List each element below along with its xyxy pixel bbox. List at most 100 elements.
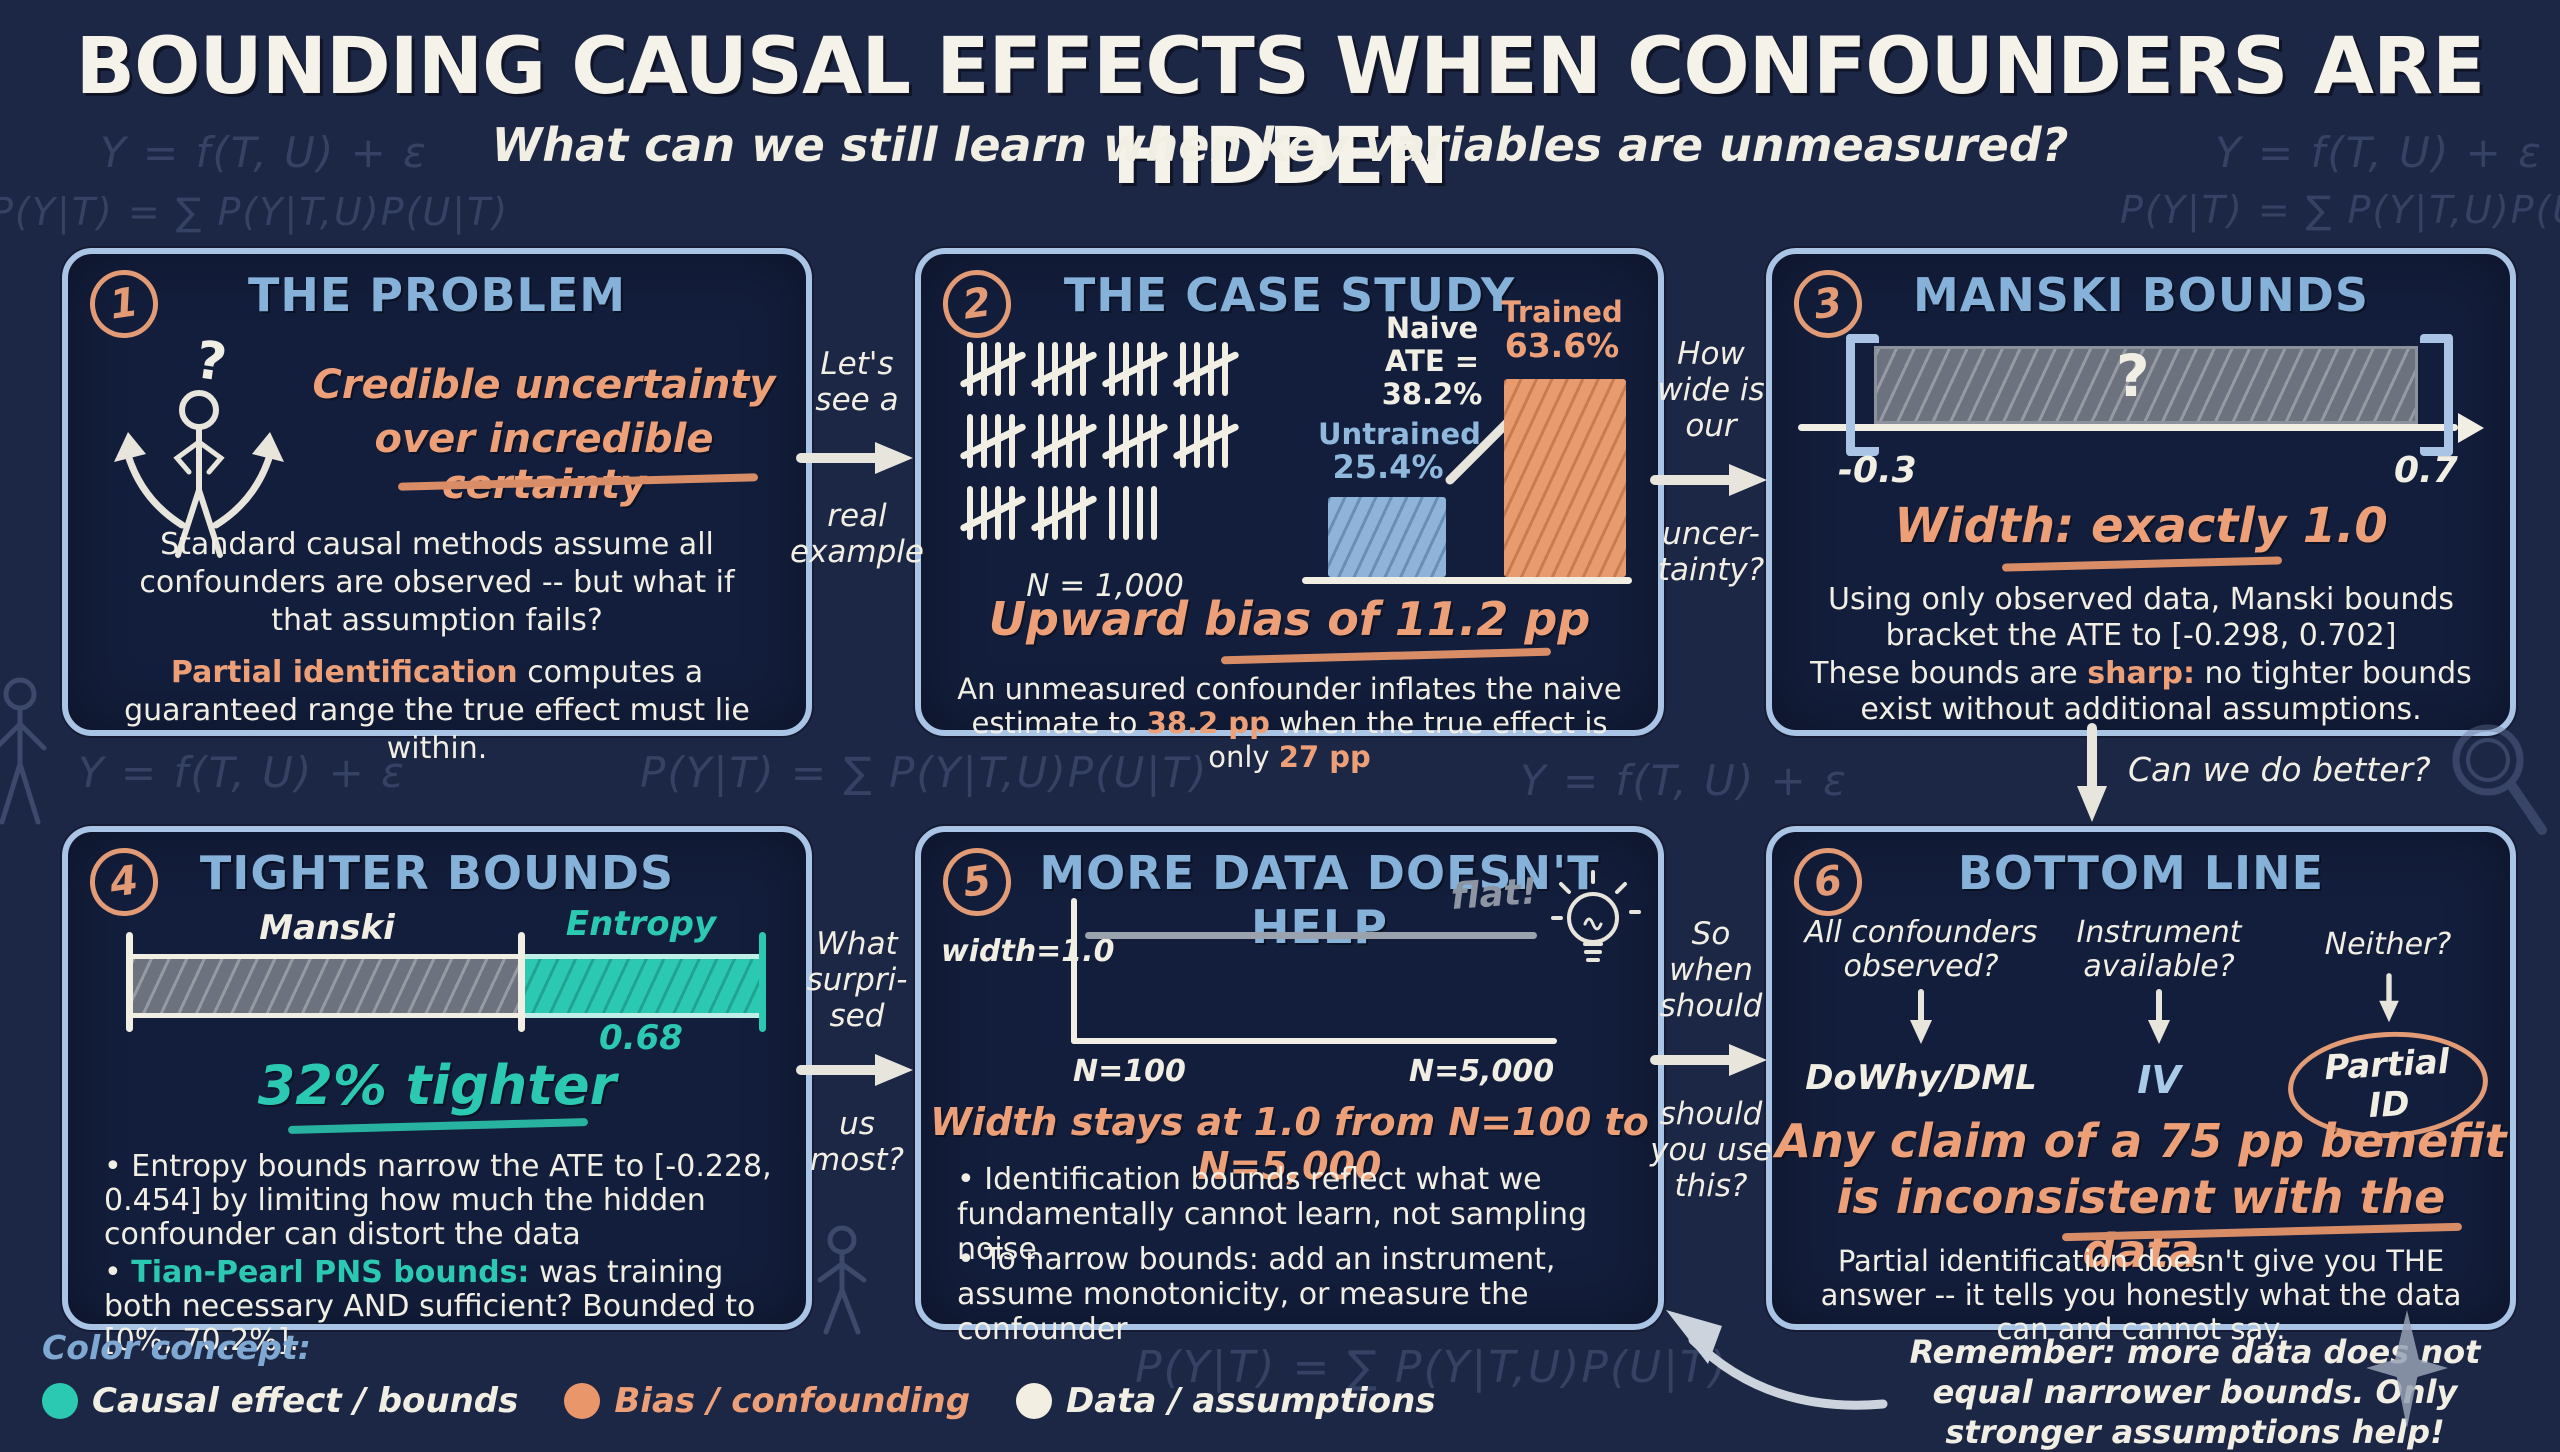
down-arrow-icon [1910,989,1932,1044]
color-legend: Color concept: Causal effect / bounds Bi… [42,1328,1436,1421]
chalk-formula: P(Y|T) = ∑ P(Y|T,U)P(U|T) [1135,1342,1729,1393]
confounders-question: All confounders observed? [1804,915,2038,984]
teal-dot-icon [42,1383,78,1419]
stick-figure-doodle [0,677,47,825]
trained-bar-label: Trained 63.6% [1492,296,1632,365]
entropy-width-value: 0.68 [599,1018,683,1058]
chalk-formula: Y = f(T, U) + ε [100,128,428,177]
panel-title: THE PROBLEM [247,268,627,322]
connector-text: uncer- tainty? [1657,516,1765,588]
connector-case-to-manski: How wide is our uncer- tainty? [1646,336,1776,588]
tally-row [965,486,1265,558]
tighter-heading-underline [287,1118,589,1134]
legend-item-bias: Bias / confounding [564,1381,970,1421]
connector-text: us most? [810,1106,904,1178]
trained-bar [1504,379,1626,577]
down-arrow-icon [2379,973,2399,1023]
tally-row [965,342,1265,414]
panel-case-study: 2 THE CASE STUDY N = 1,000 Naive ATE = 3… [915,248,1664,774]
bullet-dot: • [104,1255,122,1290]
tally-row [965,414,1265,486]
slogan-line-1: Credible uncertainty [312,362,776,408]
panel-manski-bounds: 3 MANSKI BOUNDS ? -0.3 0.7 Width: exactl… [1766,248,2516,736]
naive-estimate-highlight: 38.2 pp [1146,706,1270,740]
manski-interval-bar [1874,346,2418,424]
right-arrow-icon [796,1054,913,1086]
panel-title: BOTTOM LINE [1957,846,2325,900]
manski-body-2: These bounds are sharp: no tighter bound… [1802,656,2480,728]
manski-body-1: Using only observed data, Manski bounds … [1827,582,2454,653]
problem-solution: Partial identification computes a guaran… [104,654,770,768]
entropy-bullet-text: Entropy bounds narrow the ATE to [-0.228… [104,1149,772,1252]
stick-figure-doodle [817,1225,867,1335]
axis-arrowhead-icon [2458,413,2484,443]
untrained-bar [1328,497,1446,577]
bounds-comparison-bar [126,932,766,1032]
slogan-line-2: over incredible certainty [374,416,714,508]
tally-marks: N = 1,000 [965,342,1265,604]
sample-size-label: N = 1,000 [1026,568,1184,604]
sharp-body-rest: no tighter bounds exist without addition… [1860,656,2472,727]
connector-tighter-to-moredata: What surpri- sed us most? [792,926,922,1178]
panel-title: THE CASE STUDY [1063,268,1516,322]
y-axis [1071,898,1077,1044]
upper-bound-label: 0.7 [2394,450,2458,491]
bullet-dot: • [957,1242,975,1277]
chalk-formula: Y = f(T, U) + ε [1520,756,1848,805]
identification-bullet: • Identification bounds reflect what we … [957,1162,1632,1267]
chalk-formula: P(Y|T) = ∑ P(Y|T,U)P(U|T) [640,748,1209,797]
diamond-sparkle-doodle [2366,1310,2448,1428]
flat-annotation: flat! [1449,871,1539,918]
chalk-formula: Y = f(T, U) + ε [78,748,406,797]
manski-segment-label: Manski [259,908,395,948]
left-tick [126,932,133,1032]
chalk-formula: P(Y|T) = ∑ P(Y|T,U)P(U|T) [2120,188,2560,232]
sharp-body-pre: These bounds are [1810,656,2088,691]
magnifier-doodle [2452,724,2547,835]
dowhy-dml-answer: DoWhy/DML [1805,1058,2037,1098]
page-title: BOUNDING CAUSAL EFFECTS WHEN CONFOUNDERS… [75,22,2486,202]
narrow-bounds-bullet-text: To narrow bounds: add an instrument, ass… [957,1242,1556,1347]
legend-item-label: Causal effect / bounds [92,1381,519,1421]
connector-problem-to-case: Let's see a real example [790,346,924,570]
connector-text: real example [790,498,924,570]
untrained-label: Untrained [1318,417,1481,451]
panel-tighter-bounds: 4 TIGHTER BOUNDS Manski Entropy 0.68 32%… [62,826,812,1358]
panel-the-problem: 1 THE PROBLEM ? Credible uncertainty ove… [62,248,812,766]
legend-item-data: Data / assumptions [1016,1381,1436,1421]
middle-tick [518,932,526,1032]
manski-segment [132,954,522,1018]
unknown-effect-mark: ? [2116,342,2150,410]
right-arrow-icon [1650,464,1767,496]
bottom-line-body: Partial identification doesn't give you … [1820,1244,2462,1346]
naive-label-line1: Naive [1385,311,1479,345]
width-stays-heading: Width stays at 1.0 from N=100 to N=5,000 [930,1100,1649,1188]
instrument-question: Instrument available? [2076,915,2242,984]
chart-baseline [1302,577,1632,584]
right-arrow-icon [1650,1044,1767,1076]
problem-solution-rest: computes a guaranteed range the true eff… [124,655,750,766]
pns-bullet: • Tian-Pearl PNS bounds: was training bo… [104,1256,776,1358]
page-subtitle: What can we still learn when key variabl… [491,118,2069,172]
legend-item-causal: Causal effect / bounds [42,1381,518,1421]
left-bracket-icon [1846,334,1879,456]
case-study-body: An unmeasured confounder inflates the na… [941,672,1638,774]
curved-arrow-icon [1666,1310,1888,1410]
connector-text: Let's see a [815,346,899,418]
sharp-highlight: sharp: [2087,656,2196,691]
down-arrow-icon [2077,723,2107,822]
entropy-segment [521,954,760,1018]
right-bracket-icon [2420,334,2453,456]
connector-text: should you use this? [1650,1096,1772,1204]
chalk-formula: P(Y|T) = ∑ P(Y|T,U)P(U|T) [0,190,510,234]
can-we-do-better-label: Can we do better? [2128,750,2431,789]
untrained-value: 25.4% [1332,448,1444,486]
pns-highlight: Tian-Pearl PNS bounds: [131,1255,530,1290]
connector-moredata-to-bottomline: So when should should you use this? [1646,916,1776,1204]
right-arrow-icon [796,442,913,474]
trained-value: 63.6% [1504,326,1620,365]
bullet-dot: • [957,1162,975,1197]
naive-label-line2: ATE = 38.2% [1381,344,1483,411]
connector-text: What surpri- sed [806,926,908,1034]
